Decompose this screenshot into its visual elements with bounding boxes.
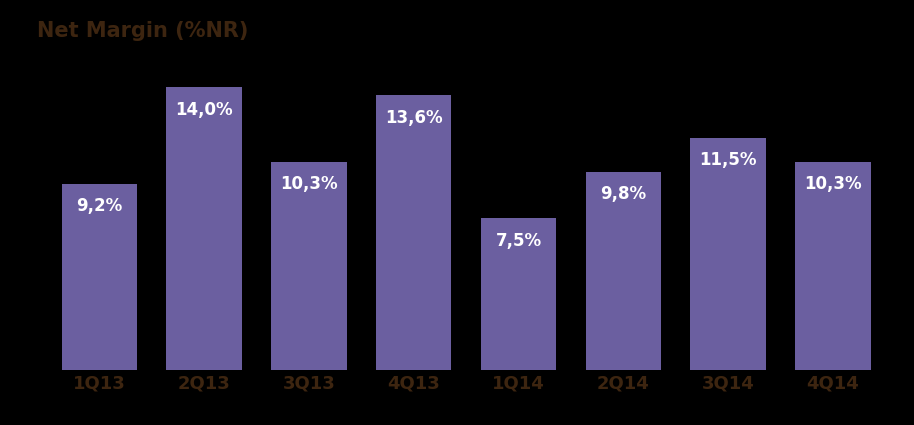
Text: 7,5%: 7,5% — [495, 232, 542, 249]
Text: 9,2%: 9,2% — [76, 197, 122, 215]
Bar — [690, 138, 766, 370]
Text: Net Margin (%NR): Net Margin (%NR) — [37, 21, 248, 41]
Text: 14,0%: 14,0% — [175, 100, 233, 119]
Text: 9,8%: 9,8% — [600, 185, 646, 203]
Text: 10,3%: 10,3% — [804, 175, 862, 193]
Bar — [795, 162, 870, 370]
Bar — [62, 184, 137, 370]
Bar — [481, 218, 557, 370]
Text: 10,3%: 10,3% — [281, 175, 338, 193]
Bar — [376, 95, 452, 370]
Bar — [166, 87, 242, 370]
Text: 13,6%: 13,6% — [385, 108, 442, 127]
Text: 11,5%: 11,5% — [699, 151, 757, 169]
Bar — [271, 162, 346, 370]
Bar — [586, 172, 661, 370]
